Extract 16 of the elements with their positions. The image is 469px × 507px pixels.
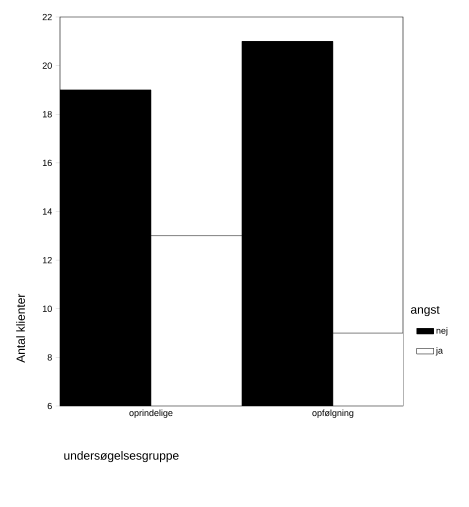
y-tick-label: 12 xyxy=(42,256,52,264)
x-tick-label: opfølgning xyxy=(312,410,354,418)
y-tick-label: 16 xyxy=(42,160,52,166)
y-tick-label: 6 xyxy=(48,402,52,410)
y-tick-label: 22 xyxy=(42,14,52,20)
y-tick-label: 8 xyxy=(48,354,52,361)
y-axis-title: Antal klienter xyxy=(16,294,25,363)
y-tick-label: 14 xyxy=(42,208,52,215)
legend-label: nej xyxy=(436,327,448,336)
y-tick-label: 18 xyxy=(42,111,52,118)
legend-title: angst xyxy=(410,306,440,316)
x-axis-title: undersøgelsesgruppe xyxy=(64,451,179,462)
legend-label: ja xyxy=(436,347,443,356)
x-tick-label: oprindelige xyxy=(129,410,173,418)
y-tick-label: 10 xyxy=(42,306,52,312)
y-tick-label: 20 xyxy=(42,62,52,69)
